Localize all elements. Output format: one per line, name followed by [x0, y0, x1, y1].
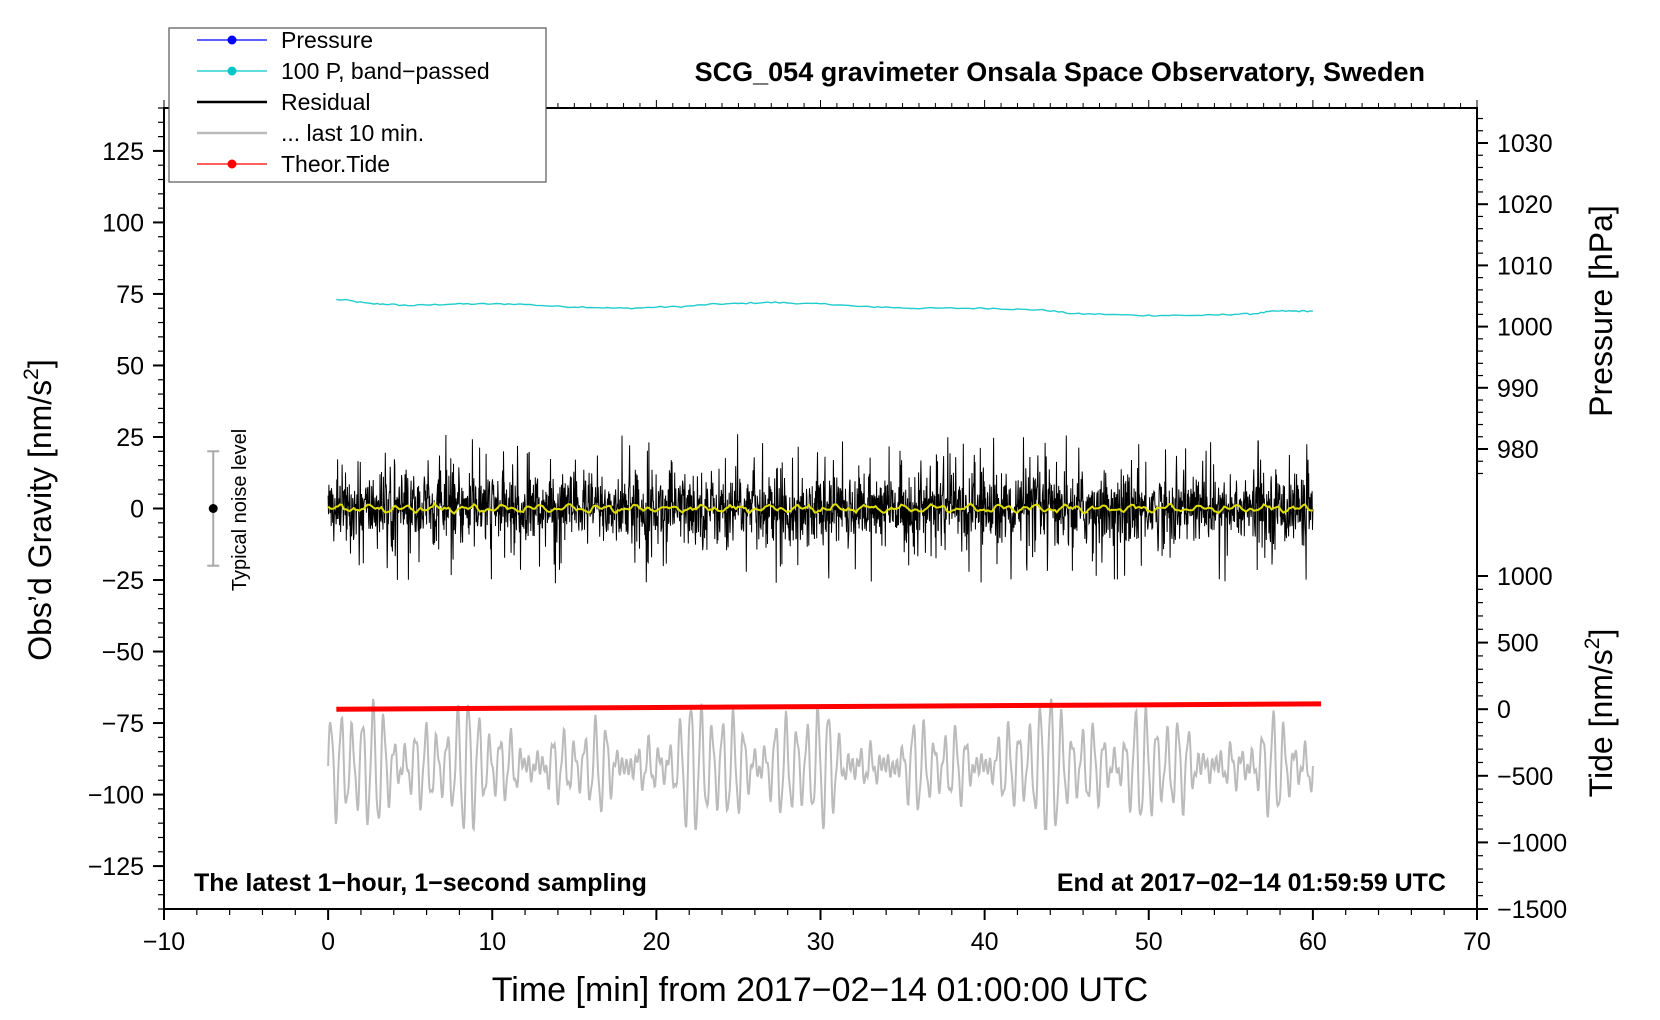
y-tick-label: −75	[102, 710, 144, 738]
y-axis-label-left-main: Obs’d Gravity [nm/s	[22, 380, 58, 661]
x-tick-label: 20	[642, 928, 670, 956]
legend: Pressure 100 P, band−passed Residual ... la…	[168, 27, 547, 183]
y-axis-label-left-sup: 2	[20, 368, 43, 380]
noise-level-indicator	[207, 450, 220, 567]
noise-level-label: Typical noise level	[229, 429, 251, 591]
pressure-tick-label: 1010	[1497, 252, 1553, 280]
y-axis-label-tide-end: ]	[1583, 629, 1619, 638]
legend-items: Pressure 100 P, band−passed Residual ... la…	[197, 27, 490, 177]
x-tick-label: 50	[1135, 928, 1163, 956]
annotation-end-time: End at 2017−02−14 01:59:59 UTC	[1057, 869, 1446, 897]
y-tick-label: −125	[88, 853, 144, 881]
x-axis-label: Time [min] from 2017−02−14 01:00:00 UTC	[492, 971, 1148, 1009]
series-pressure-band-passed	[336, 298, 1313, 317]
series-theor-tide	[336, 701, 1322, 712]
y-tick-label: −50	[102, 639, 144, 667]
y-axis-label-tide-main: Tide [nm/s	[1583, 649, 1619, 797]
y-axis-label-tide: Tide [nm/s2]	[1581, 629, 1619, 798]
legend-label: Pressure	[281, 27, 373, 53]
tide-tick-label: −1500	[1497, 896, 1567, 924]
x-tick-label: 70	[1463, 928, 1491, 956]
x-tick-label: 40	[971, 928, 999, 956]
y-tick-label: 75	[116, 281, 144, 309]
annotation-sampling: The latest 1−hour, 1−second sampling	[194, 869, 647, 897]
chart-title: SCG_054 gravimeter Onsala Space Observat…	[695, 57, 1425, 87]
x-axis: −10 0 10 20 30 40 50 60 70	[143, 100, 1491, 956]
y-axis-label-tide-sup: 2	[1581, 638, 1604, 650]
legend-label: Residual	[281, 89, 371, 115]
tide-tick-label: 0	[1497, 696, 1511, 724]
y-tick-label: 25	[116, 424, 144, 452]
y-tick-label: 50	[116, 352, 144, 380]
y-tick-label: −25	[102, 567, 144, 595]
tide-tick-label: 1000	[1497, 563, 1553, 591]
legend-label: Theor.Tide	[281, 151, 390, 177]
y-tick-label: 100	[102, 209, 144, 237]
x-tick-label: −10	[143, 928, 185, 956]
y-axis-label-left-end: ]	[22, 359, 58, 368]
legend-marker	[227, 66, 237, 76]
pressure-tick-label: 1020	[1497, 191, 1553, 219]
tide-tick-label: 500	[1497, 630, 1539, 658]
x-tick-label: 60	[1299, 928, 1327, 956]
legend-label: 100 P, band−passed	[281, 58, 490, 84]
series-residual	[327, 434, 1314, 584]
y-tick-label: 125	[102, 138, 144, 166]
y-axis-right: 1030 1020 1010 1000 990 980 1000 500 0 −500 −1000 −…	[1477, 117, 1567, 924]
noise-bar-center-dot	[208, 504, 218, 513]
pressure-tick-label: 1000	[1497, 314, 1553, 342]
series-residual-smoothed	[327, 501, 1313, 515]
pressure-tick-label: 990	[1497, 375, 1539, 403]
plot-series	[327, 298, 1322, 833]
x-tick-label: 0	[321, 928, 335, 956]
x-tick-label: 30	[807, 928, 835, 956]
series-last-10-min	[327, 698, 1314, 833]
pressure-tick-label: 980	[1497, 436, 1539, 464]
y-axis-label-left: Obs’d Gravity [nm/s2]	[20, 359, 58, 661]
pressure-tick-label: 1030	[1497, 130, 1553, 158]
tide-tick-label: −1000	[1497, 829, 1567, 857]
tide-tick-label: −500	[1497, 763, 1553, 791]
y-tick-label: −100	[88, 782, 144, 810]
legend-box	[168, 27, 547, 183]
y-tick-label: 0	[130, 496, 144, 524]
legend-marker	[227, 159, 237, 169]
legend-marker	[227, 35, 237, 45]
x-tick-label: 10	[478, 928, 506, 956]
y-axis-label-pressure: Pressure [hPa]	[1583, 205, 1619, 417]
y-axis-left: 125 100 75 50 25 0 −25 −50 −75 −100 −125	[88, 107, 164, 910]
legend-label: ... last 10 min.	[281, 120, 424, 146]
